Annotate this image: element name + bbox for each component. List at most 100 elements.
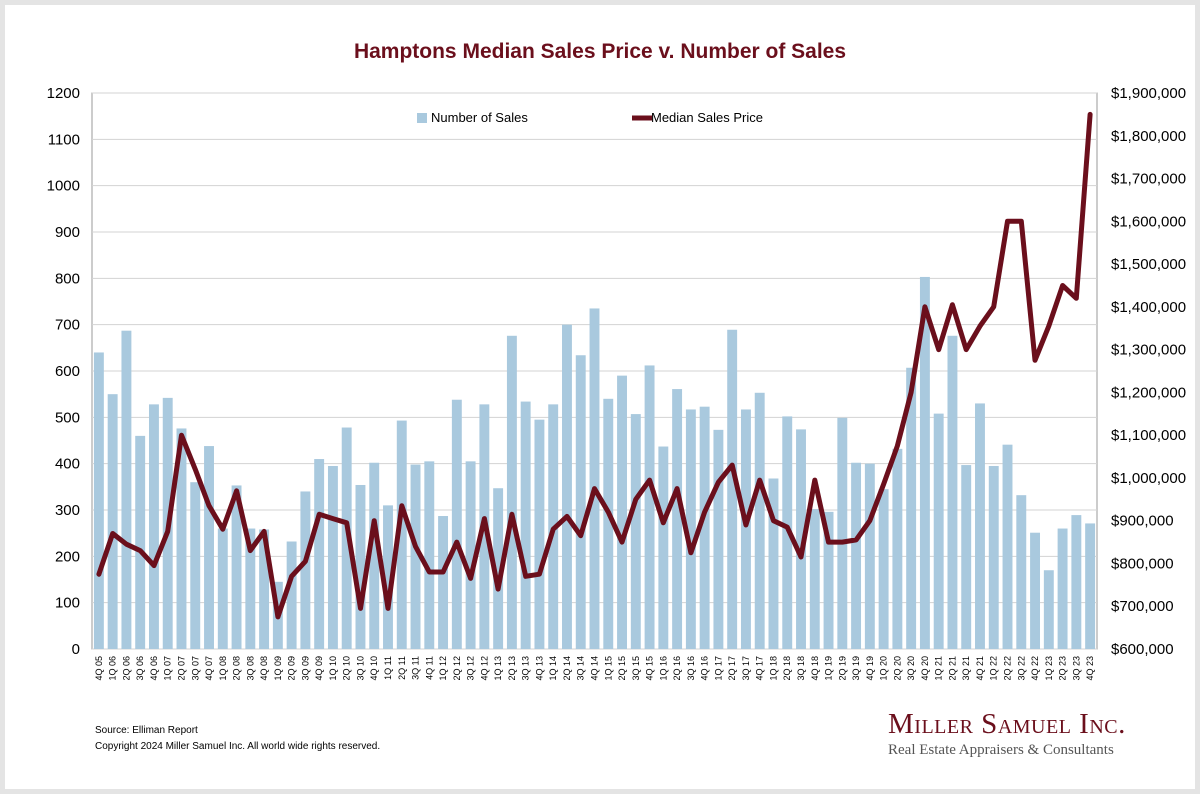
bar	[892, 448, 903, 649]
bar	[107, 394, 118, 649]
x-tick-label: 1Q 21	[934, 656, 944, 681]
bar	[878, 489, 889, 649]
x-tick-label: 3Q 08	[245, 656, 255, 681]
y-left-tick-label: 800	[55, 270, 80, 287]
x-tick-label: 2Q 13	[507, 656, 517, 681]
x-tick-label: 3Q 11	[411, 656, 421, 680]
y-right-tick-label: $1,300,000	[1111, 342, 1186, 359]
y-axis-left: 0 100 200 300 400 500 600 700 800 900 1000 1100 1200	[47, 85, 80, 658]
y-right-tick-label: $600,000	[1111, 641, 1174, 658]
bar	[685, 409, 696, 649]
x-tick-label: 1Q 23	[1044, 656, 1054, 681]
x-tick-label: 3Q 07	[190, 656, 200, 681]
bar	[1057, 528, 1068, 649]
x-tick-label: 4Q 20	[920, 656, 930, 681]
x-tick-label: 4Q 05	[94, 656, 104, 681]
source-note: Source: Elliman Report	[95, 725, 198, 736]
bar	[259, 529, 270, 649]
y-right-tick-label: $1,500,000	[1111, 256, 1186, 273]
bar	[520, 401, 531, 649]
bar	[438, 516, 449, 649]
legend[interactable]: Number of Sales Median Sales Price	[417, 110, 763, 125]
y-left-tick-label: 700	[55, 317, 80, 334]
x-tick-label: 2Q 12	[452, 656, 462, 681]
y-right-tick-label: $700,000	[1111, 598, 1174, 615]
x-tick-label: 4Q 06	[149, 656, 159, 681]
y-left-tick-label: 1200	[47, 85, 80, 102]
y-left-tick-label: 0	[72, 641, 80, 658]
legend-label-price: Median Sales Price	[651, 110, 763, 125]
x-tick-label: 1Q 13	[493, 656, 503, 681]
bar	[369, 462, 380, 649]
x-tick-label: 3Q 10	[356, 656, 366, 681]
bar	[961, 465, 972, 649]
x-tick-label: 4Q 15	[645, 656, 655, 681]
logo-name: Miller Samuel Inc.	[888, 708, 1126, 740]
legend-label-sales: Number of Sales	[431, 110, 528, 125]
chart-title: Hamptons Median Sales Price v. Number of…	[353, 40, 847, 63]
x-tick-label: 3Q 19	[851, 656, 861, 681]
bar	[1002, 444, 1013, 649]
x-tick-label: 4Q 13	[534, 656, 544, 681]
x-tick-label: 3Q 22	[1016, 656, 1026, 681]
x-tick-label: 1Q 16	[658, 656, 668, 681]
bar	[672, 389, 683, 649]
y-right-tick-label: $1,700,000	[1111, 171, 1186, 188]
bar	[740, 409, 751, 649]
y-left-tick-label: 900	[55, 224, 80, 241]
x-tick-label: 1Q 06	[108, 656, 118, 681]
legend-swatch-sales	[417, 113, 427, 123]
bar	[864, 463, 875, 649]
y-left-tick-label: 100	[55, 595, 80, 612]
x-tick-label: 3Q 21	[961, 656, 971, 681]
y-left-tick-label: 1000	[47, 178, 80, 195]
x-tick-label: 3Q 13	[521, 656, 531, 681]
y-left-tick-label: 300	[55, 502, 80, 519]
x-tick-label: 1Q 22	[989, 656, 999, 681]
x-tick-label: 4Q 19	[865, 656, 875, 681]
x-tick-label: 1Q 10	[328, 656, 338, 681]
bar	[1071, 515, 1082, 649]
x-tick-label: 3Q 16	[686, 656, 696, 681]
y-axis-right: $600,000 $700,000 $800,000 $900,000 $1,000,0…	[1111, 85, 1186, 658]
x-tick-label: 2Q 22	[1003, 656, 1013, 681]
x-tick-label: 4Q 16	[700, 656, 710, 681]
y-left-tick-label: 1100	[48, 131, 80, 148]
y-left-tick-label: 600	[55, 363, 80, 380]
bar	[383, 505, 393, 649]
bar	[190, 482, 201, 649]
x-tick-label: 1Q 08	[218, 656, 228, 681]
x-tick-label: 1Q 14	[548, 656, 558, 681]
bar	[327, 465, 338, 649]
bar	[768, 478, 779, 649]
logo-tagline: Real Estate Appraisers & Consultants	[888, 742, 1114, 758]
company-logo: Miller Samuel Inc. Real Estate Appraiser…	[888, 708, 1128, 759]
x-tick-label: 4Q 18	[810, 656, 820, 681]
bar	[1030, 532, 1041, 649]
x-tick-label: 4Q 11	[424, 656, 434, 680]
x-tick-label: 2Q 09	[287, 656, 297, 681]
x-tick-label: 1Q 17	[713, 656, 723, 681]
bar	[988, 465, 999, 649]
x-tick-label: 2Q 15	[617, 656, 627, 681]
x-axis: 4Q 05 1Q 06 2Q 06 3Q 06 4Q 06 1Q 07 2Q 07 3Q 07…	[94, 656, 1095, 681]
x-tick-label: 2Q 11	[397, 656, 407, 680]
x-tick-label: 3Q 09	[300, 656, 310, 681]
bar	[699, 406, 710, 649]
x-tick-label: 1Q 18	[769, 656, 779, 681]
x-tick-label: 2Q 10	[342, 656, 352, 681]
bar	[231, 485, 242, 649]
bar	[204, 446, 214, 649]
x-tick-label: 4Q 23	[1085, 656, 1095, 681]
x-tick-label: 3Q 18	[796, 656, 806, 681]
x-tick-label: 2Q 21	[947, 656, 957, 681]
bar	[933, 413, 944, 649]
bar	[451, 399, 462, 649]
bar	[506, 335, 517, 649]
x-tick-label: 4Q 12	[479, 656, 489, 681]
x-tick-label: 2Q 08	[232, 656, 242, 681]
bar	[245, 528, 256, 649]
line-series-median-price	[96, 111, 1093, 620]
x-tick-label: 3Q 23	[1071, 656, 1081, 681]
